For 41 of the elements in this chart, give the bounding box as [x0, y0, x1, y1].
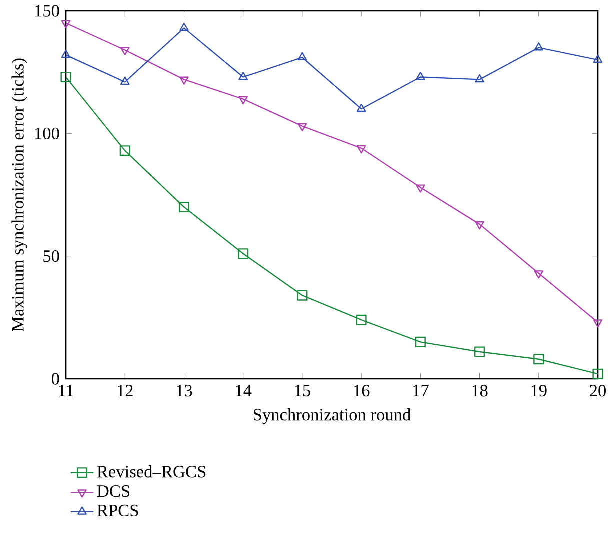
x-tick-label: 13 [177, 385, 192, 397]
legend-label: Revised–RGCS [97, 466, 206, 478]
point [474, 346, 486, 358]
point [61, 50, 71, 58]
x-tick-label: 19 [532, 385, 547, 397]
point [60, 72, 72, 82]
point [356, 314, 367, 326]
point [593, 320, 603, 328]
x-tick-label: 15 [295, 385, 310, 397]
point [416, 72, 426, 80]
legend-label: RPCS [97, 504, 138, 517]
x-tick-label: 16 [354, 385, 370, 397]
point [120, 76, 130, 86]
y-tick-label: 0 [52, 373, 60, 385]
y-axis-title: Maximum synchronization error (ticks) [12, 58, 28, 332]
legend-label: DCS [97, 486, 130, 498]
point [298, 52, 308, 61]
point [475, 74, 484, 83]
x-tick-label: 12 [118, 385, 133, 397]
point [180, 22, 189, 32]
point [178, 202, 190, 213]
x-tick-label: 20 [590, 385, 606, 397]
point [592, 368, 604, 380]
point [297, 290, 308, 301]
point [120, 146, 130, 156]
x-tick-label: 11 [59, 385, 74, 396]
x-tick-label: 17 [414, 385, 429, 396]
point [593, 54, 603, 63]
point [238, 72, 248, 80]
point [356, 104, 366, 112]
point [534, 354, 544, 365]
x-tick-label: 18 [472, 385, 488, 397]
point [415, 336, 426, 348]
point [238, 248, 249, 260]
x-tick-label: 14 [236, 385, 252, 396]
y-tick-label: 150 [35, 5, 60, 17]
y-tick-label: 100 [35, 128, 60, 140]
point [534, 42, 544, 51]
point [534, 270, 544, 279]
x-axis-title: Synchronization round [254, 408, 411, 424]
y-tick-label: 50 [44, 250, 60, 262]
